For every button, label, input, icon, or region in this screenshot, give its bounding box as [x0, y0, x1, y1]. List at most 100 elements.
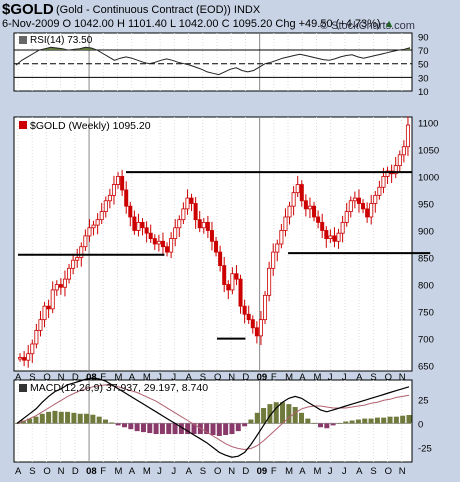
- price-candle-body: [83, 235, 88, 248]
- macd-x-tick-label: F: [271, 466, 277, 477]
- macd-histogram-bar: [166, 423, 172, 435]
- macd-histogram-bar: [115, 423, 121, 426]
- price-candle-body: [250, 319, 255, 329]
- rsi-tick-label: 30: [418, 73, 429, 84]
- price-tick-label: 750: [418, 308, 434, 319]
- macd-histogram-bar: [33, 416, 39, 424]
- price-candle-body: [238, 278, 243, 307]
- price-candle-body: [361, 203, 366, 210]
- macd-histogram-bar: [58, 411, 64, 424]
- macd-x-tick-label: J: [342, 466, 347, 477]
- price-candle-body: [242, 305, 247, 315]
- macd-histogram-bar: [84, 413, 90, 424]
- price-candle-body: [34, 330, 39, 345]
- price-candle-body: [173, 227, 178, 239]
- price-tick-label: 1050: [418, 145, 439, 156]
- price-x-tick-label: 09: [257, 372, 268, 383]
- price-x-tick-label: A: [129, 372, 136, 383]
- price-candle-body: [193, 203, 198, 221]
- price-candle-body: [299, 184, 304, 202]
- price-candle-body: [75, 257, 80, 261]
- macd-x-tick-label: S: [370, 466, 376, 477]
- macd-histogram-bar: [242, 423, 248, 427]
- macd-histogram-bar: [381, 417, 387, 424]
- price-candle-body: [291, 192, 296, 207]
- macd-histogram-bar: [305, 418, 311, 424]
- price-candle-body: [218, 251, 223, 267]
- macd-x-tick-label: 08: [86, 466, 97, 477]
- price-candle-body: [18, 357, 23, 360]
- macd-histogram-bar: [204, 423, 210, 435]
- macd-x-tick-label: A: [356, 466, 363, 477]
- price-candle-body: [230, 273, 235, 291]
- macd-x-tick-label: D: [242, 466, 249, 477]
- macd-line: [16, 377, 410, 458]
- macd-histogram-bar: [387, 416, 393, 424]
- price-candle-body: [254, 327, 259, 337]
- macd-histogram-bar: [355, 419, 361, 424]
- macd-histogram-bar: [210, 423, 216, 435]
- price-x-tick-label: F: [271, 372, 277, 383]
- price-candle-body: [148, 232, 153, 239]
- price-candle-body: [132, 216, 137, 231]
- price-candle-body: [283, 216, 288, 231]
- macd-x-tick-label: N: [399, 466, 406, 477]
- price-x-tick-label: M: [314, 372, 322, 383]
- price-candle-body: [144, 227, 149, 234]
- macd-histogram-bar: [96, 416, 102, 424]
- macd-histogram-bar: [52, 410, 58, 424]
- price-candle-body: [258, 319, 263, 337]
- price-candle-body: [316, 216, 321, 223]
- price-candle-body: [107, 194, 112, 202]
- macd-histogram-bar: [261, 407, 267, 424]
- macd-histogram-bar: [178, 423, 184, 435]
- price-candle-body: [177, 219, 182, 229]
- price-candle-body: [50, 289, 55, 310]
- price-x-tick-label: J: [328, 372, 333, 383]
- price-candle-body: [128, 205, 133, 218]
- price-candle-body: [405, 124, 410, 148]
- price-tick-label: 850: [418, 254, 434, 265]
- macd-histogram-bar: [286, 404, 292, 424]
- chart-description: (Gold - Continuous Contract (EOD)) INDX: [56, 4, 261, 16]
- price-x-tick-label: N: [228, 372, 235, 383]
- price-legend-swatch: [19, 121, 27, 129]
- price-x-tick-label: F: [100, 372, 106, 383]
- macd-x-tick-label: A: [299, 466, 306, 477]
- price-candle-body: [189, 197, 194, 204]
- price-x-tick-label: S: [29, 372, 35, 383]
- price-candle-body: [136, 221, 141, 231]
- price-candle-body: [54, 284, 59, 291]
- price-candle-body: [271, 251, 276, 269]
- macd-histogram-bar: [406, 415, 412, 424]
- rsi-panel: [13, 32, 413, 92]
- price-candle-body: [356, 197, 361, 204]
- price-candle-body: [140, 221, 145, 229]
- macd-x-tick-label: S: [200, 466, 206, 477]
- macd-x-tick-label: S: [29, 466, 35, 477]
- macd-x-tick-label: A: [186, 466, 193, 477]
- price-candle-body: [332, 235, 337, 242]
- rsi-panel-label: RSI(14) 73.50: [30, 35, 93, 46]
- price-candle-body: [226, 284, 231, 291]
- price-candle-body: [344, 211, 349, 223]
- price-candle-body: [303, 200, 308, 210]
- price-x-tick-label: J: [157, 372, 162, 383]
- price-candle-body: [352, 197, 357, 202]
- macd-x-tick-label: F: [100, 466, 106, 477]
- macd-x-tick-label: N: [58, 466, 65, 477]
- price-candle-body: [111, 184, 116, 196]
- price-candle-body: [377, 186, 382, 196]
- price-candle-body: [103, 200, 108, 212]
- price-candle-body: [165, 246, 170, 253]
- macd-histogram-bar: [235, 423, 241, 432]
- price-candle-body: [214, 240, 219, 253]
- macd-x-tick-label: 09: [257, 466, 268, 477]
- macd-x-tick-label: A: [129, 466, 136, 477]
- price-tick-label: 700: [418, 335, 434, 346]
- macd-x-tick-label: M: [285, 466, 293, 477]
- macd-histogram-bar: [39, 413, 45, 424]
- price-candle-body: [295, 184, 300, 194]
- price-candle-body: [287, 205, 292, 218]
